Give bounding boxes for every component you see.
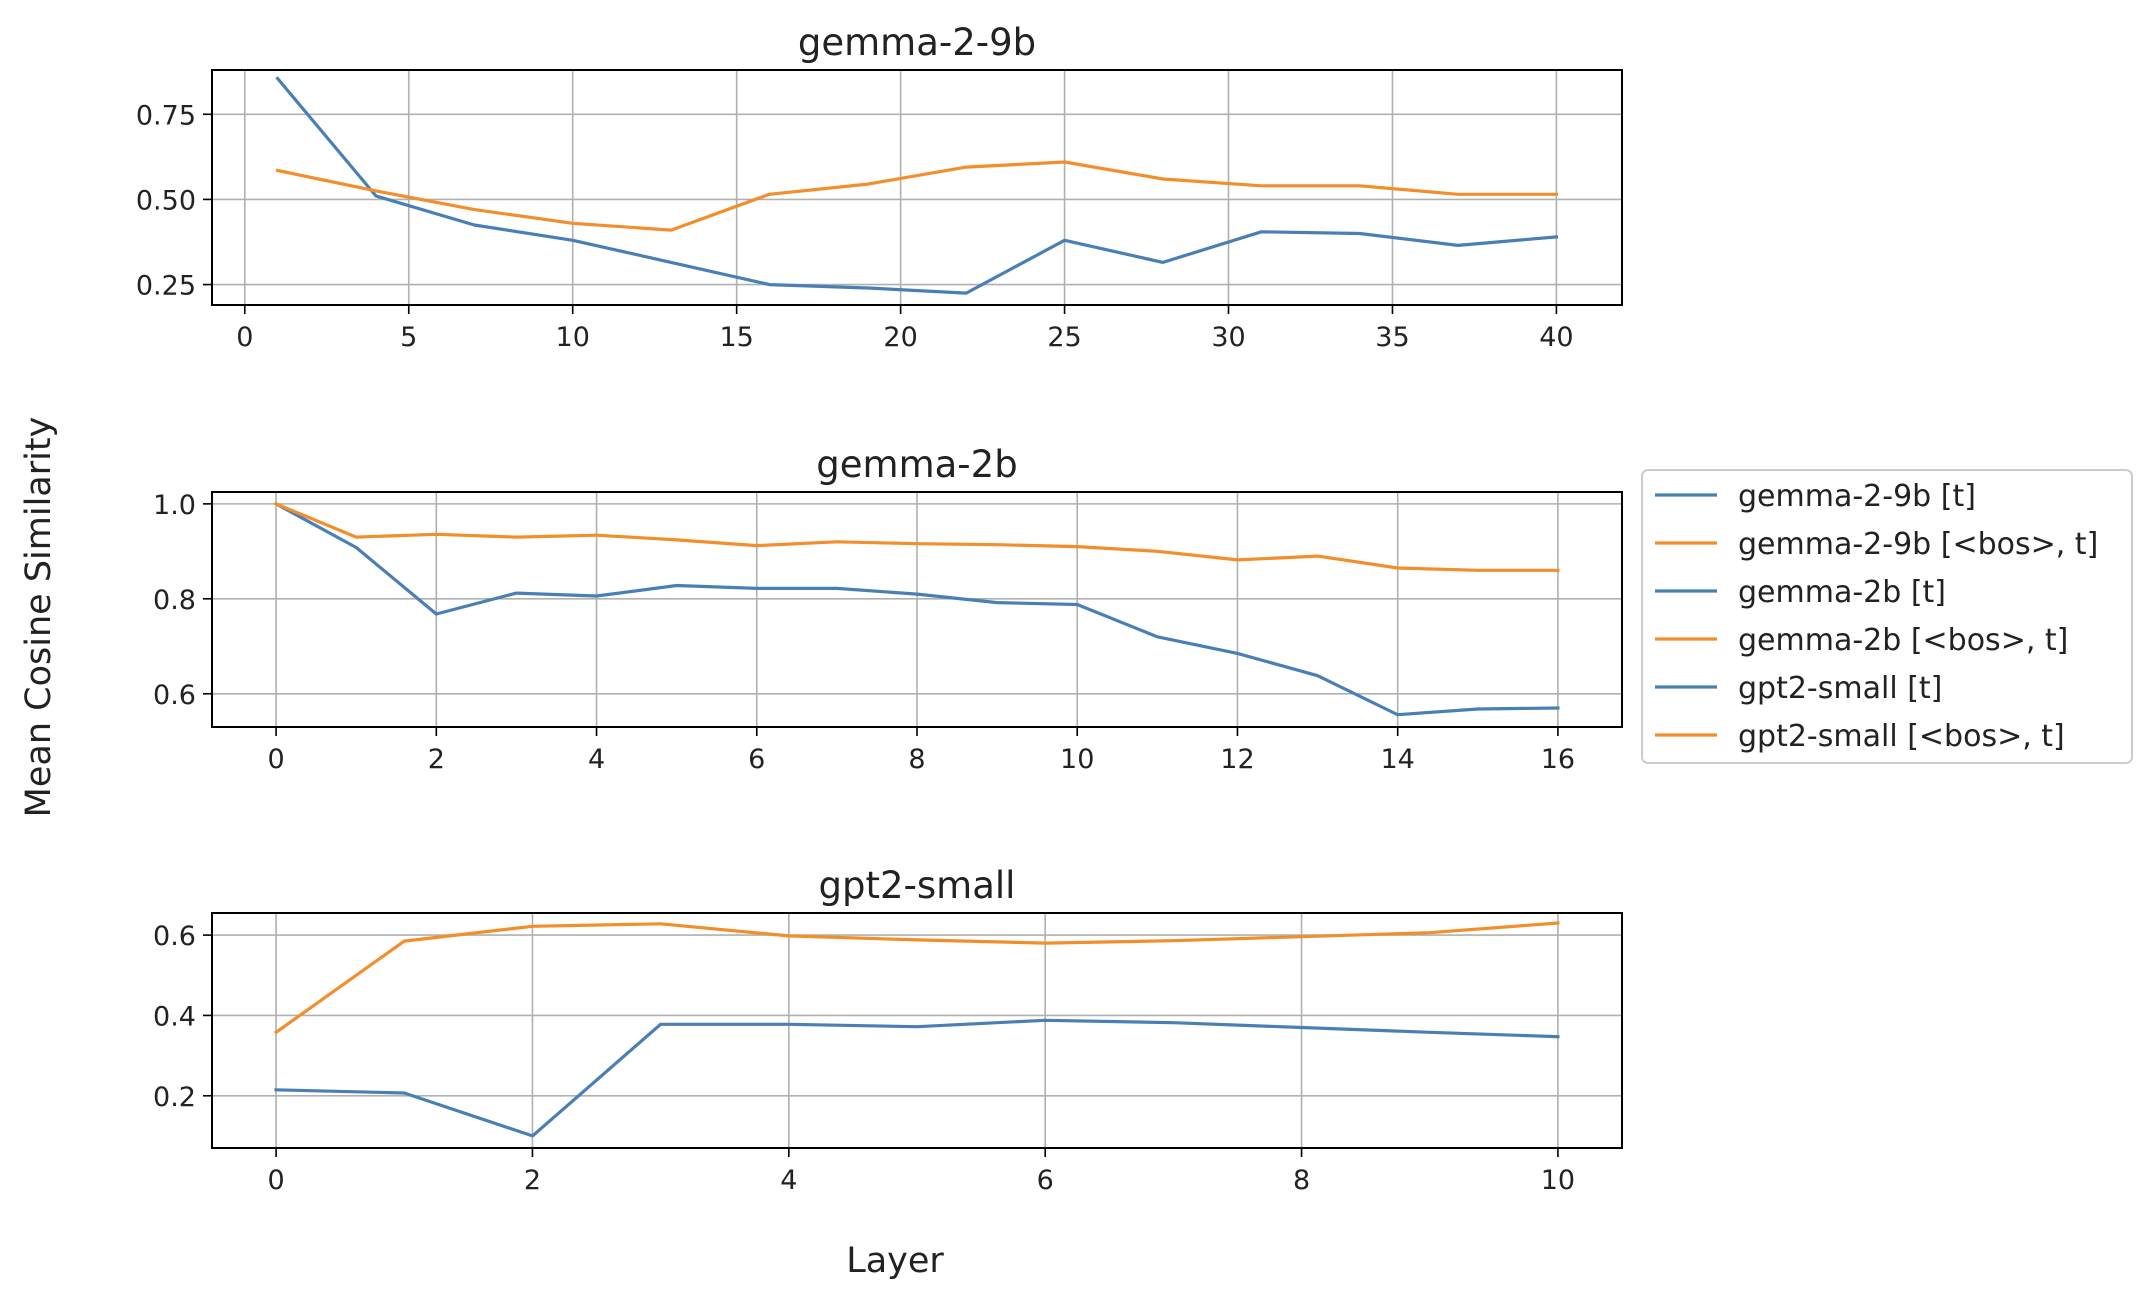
legend-label: gemma-2-9b [t] xyxy=(1738,479,1976,514)
y-tick-label: 0.8 xyxy=(153,585,196,616)
x-tick-label: 10 xyxy=(556,322,590,353)
legend-label: gpt2-small [t] xyxy=(1738,671,1942,706)
x-tick-label: 4 xyxy=(780,1165,797,1196)
x-tick-label: 16 xyxy=(1541,744,1575,775)
x-tick-label: 8 xyxy=(1293,1165,1310,1196)
subplot-title: gemma-2b xyxy=(816,443,1017,486)
legend-entry: gemma-2b [<bos>, t] xyxy=(1655,623,2068,658)
legend-label: gemma-2b [<bos>, t] xyxy=(1738,623,2068,658)
x-tick-label: 25 xyxy=(1047,322,1081,353)
x-tick-label: 8 xyxy=(908,744,925,775)
y-tick-label: 0.6 xyxy=(153,921,196,952)
x-tick-label: 6 xyxy=(1037,1165,1054,1196)
series-line-bos-t xyxy=(274,501,1560,572)
x-tick-label: 2 xyxy=(428,744,445,775)
series-line-bos-t xyxy=(275,160,1559,232)
legend-entry: gpt2-small [t] xyxy=(1655,671,1942,706)
x-tick-label: 0 xyxy=(267,744,284,775)
legend-entry: gemma-2-9b [<bos>, t] xyxy=(1655,527,2098,562)
legend-label: gemma-2-9b [<bos>, t] xyxy=(1738,527,2098,562)
x-tick-label: 12 xyxy=(1220,744,1254,775)
x-tick-label: 40 xyxy=(1539,322,1573,353)
x-tick-label: 10 xyxy=(1060,744,1094,775)
y-tick-label: 0.75 xyxy=(136,100,196,131)
x-tick-label: 30 xyxy=(1211,322,1245,353)
legend-frame xyxy=(1641,469,2133,764)
series-line-bos-t xyxy=(273,921,1560,1035)
series-line-t xyxy=(273,501,1560,717)
plot-frame xyxy=(211,912,1623,1149)
y-tick-label: 0.50 xyxy=(136,185,196,216)
x-tick-label: 4 xyxy=(588,744,605,775)
legend-entry: gemma-2-9b [t] xyxy=(1655,479,1976,514)
x-tick-label: 35 xyxy=(1375,322,1409,353)
x-tick-label: 0 xyxy=(267,1165,284,1196)
x-tick-label: 14 xyxy=(1381,744,1415,775)
y-tick-label: 1.0 xyxy=(153,490,196,521)
x-tick-label: 0 xyxy=(236,322,253,353)
y-tick-label: 0.25 xyxy=(136,271,196,302)
legend: gemma-2-9b [t] gemma-2-9b [<bos>, t] gemma… xyxy=(1641,469,2133,764)
legend-entry: gpt2-small [<bos>, t] xyxy=(1655,719,2065,754)
y-tick-label: 0.2 xyxy=(153,1082,196,1113)
series-line-t xyxy=(275,76,1559,295)
x-tick-label: 20 xyxy=(883,322,917,353)
x-tick-label: 5 xyxy=(400,322,417,353)
x-tick-label: 15 xyxy=(719,322,753,353)
subplot-1: 0 5 10 15 20 25 30 35 40 0.25 0.50 0.75 gemma-2-9b xyxy=(136,21,1623,353)
x-tick-label: 2 xyxy=(524,1165,541,1196)
x-tick-label: 10 xyxy=(1541,1165,1575,1196)
y-tick-label: 0.6 xyxy=(153,680,196,711)
subplot-2: 0 2 4 6 8 10 12 14 16 0.6 0.8 1.0 gemma-2b xyxy=(153,443,1623,775)
subplot-title: gpt2-small xyxy=(819,864,1016,907)
x-tick-label: 6 xyxy=(748,744,765,775)
y-axis-label: Mean Cosine Similarity xyxy=(19,417,59,818)
x-axis-label: Layer xyxy=(846,1241,944,1281)
legend-label: gpt2-small [<bos>, t] xyxy=(1738,719,2065,754)
legend-entry: gemma-2b [t] xyxy=(1655,575,1946,610)
series-line-t xyxy=(274,1018,1560,1138)
plot-frame xyxy=(211,69,1623,306)
legend-entries: gemma-2-9b [t] gemma-2-9b [<bos>, t] gemma… xyxy=(1655,479,2098,754)
y-tick-label: 0.4 xyxy=(153,1001,196,1032)
subplot-title: gemma-2-9b xyxy=(798,21,1036,64)
legend-label: gemma-2b [t] xyxy=(1738,575,1946,610)
subplot-3: 0 2 4 6 8 10 0.2 0.4 0.6 gpt2-small xyxy=(153,864,1623,1196)
